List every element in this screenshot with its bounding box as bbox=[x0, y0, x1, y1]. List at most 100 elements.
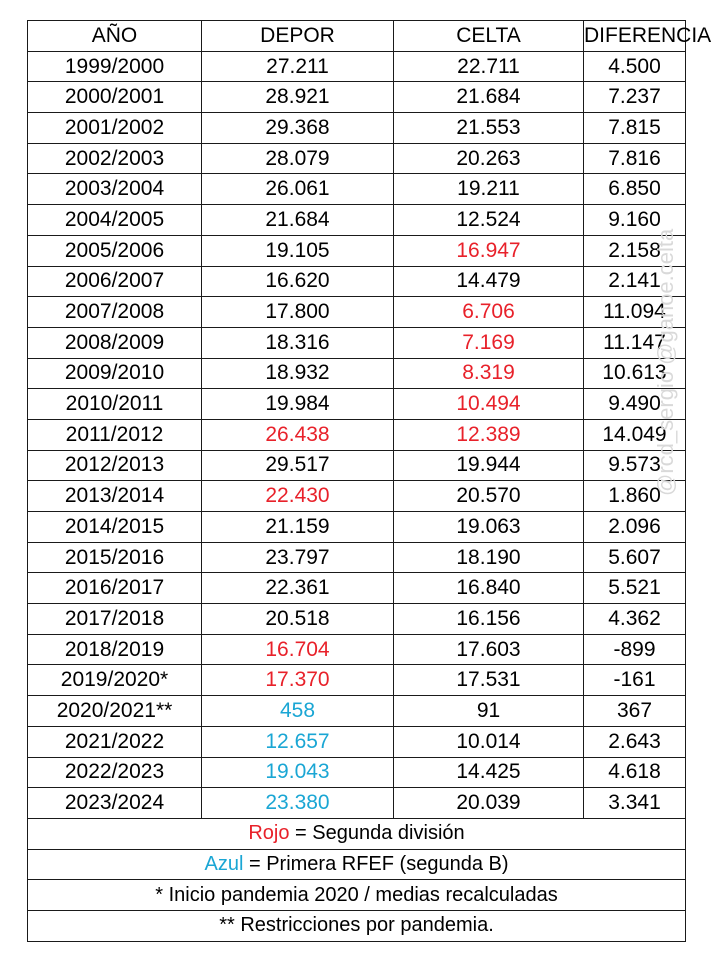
celta-cell: 22.711 bbox=[393, 50, 584, 83]
table-row: 2012/2013 29.517 19.944 9.573 bbox=[27, 449, 686, 482]
table-row: 2017/2018 20.518 16.156 4.362 bbox=[27, 603, 686, 635]
header-year: AÑO bbox=[27, 20, 202, 52]
note-pandemic-row: * Inicio pandemia 2020 / medias recalcul… bbox=[27, 879, 686, 911]
year-cell: 2002/2003 bbox=[27, 142, 202, 175]
table-row: 2010/2011 19.984 10.494 9.490 bbox=[27, 388, 686, 420]
diferencia-cell: 1.860 bbox=[583, 480, 686, 512]
year-cell: 2015/2016 bbox=[27, 541, 202, 574]
celta-cell: 16.156 bbox=[393, 603, 584, 635]
header-row: AÑO DEPOR CELTA DIFERENCIA bbox=[27, 20, 711, 52]
depor-cell: 22.361 bbox=[201, 572, 394, 605]
diferencia-cell: 2.141 bbox=[583, 265, 686, 298]
depor-cell: 17.800 bbox=[201, 296, 394, 328]
diferencia-cell: 4.618 bbox=[583, 756, 686, 789]
table-row: 2021/2022 12.657 10.014 2.643 bbox=[27, 725, 686, 758]
depor-cell: 12.657 bbox=[201, 725, 394, 758]
celta-cell: 16.840 bbox=[393, 572, 584, 605]
diferencia-cell: 367 bbox=[583, 695, 686, 727]
depor-cell: 28.921 bbox=[201, 81, 394, 114]
year-cell: 2009/2010 bbox=[27, 357, 202, 390]
depor-cell: 458 bbox=[201, 695, 394, 727]
table-row: 2006/2007 16.620 14.479 2.141 bbox=[27, 265, 686, 298]
depor-cell: 26.438 bbox=[201, 418, 394, 451]
diferencia-cell: 9.573 bbox=[583, 449, 686, 482]
table-row: 2013/2014 22.430 20.570 1.860 bbox=[27, 480, 686, 512]
legend-red: Rojo = Segunda división bbox=[27, 817, 686, 850]
year-cell: 2011/2012 bbox=[27, 418, 202, 451]
celta-cell: 7.169 bbox=[393, 326, 584, 359]
note-pandemic: * Inicio pandemia 2020 / medias recalcul… bbox=[27, 879, 686, 911]
depor-cell: 22.430 bbox=[201, 480, 394, 512]
table-row: 2000/2001 28.921 21.684 7.237 bbox=[27, 81, 686, 114]
celta-cell: 14.479 bbox=[393, 265, 584, 298]
depor-cell: 16.704 bbox=[201, 633, 394, 666]
watermark-text: @rcd_sergio @ganoe.celta bbox=[653, 228, 678, 496]
diferencia-cell: 7.816 bbox=[583, 142, 686, 175]
celta-cell: 10.014 bbox=[393, 725, 584, 758]
year-cell: 2019/2020* bbox=[27, 664, 202, 697]
table-row: 2009/2010 18.932 8.319 10.613 bbox=[27, 357, 686, 390]
diferencia-cell: 7.237 bbox=[583, 81, 686, 114]
depor-cell: 21.159 bbox=[201, 511, 394, 543]
legend-blue: Azul = Primera RFEF (segunda B) bbox=[27, 848, 686, 881]
watermark: @rcd_sergio @ganoe.celta bbox=[653, 228, 678, 496]
depor-cell: 20.518 bbox=[201, 603, 394, 635]
table-row: 2003/2004 26.061 19.211 6.850 bbox=[27, 173, 686, 206]
diferencia-cell: 4.500 bbox=[583, 50, 686, 83]
year-cell: 2016/2017 bbox=[27, 572, 202, 605]
celta-cell: 18.190 bbox=[393, 541, 584, 574]
celta-cell: 8.319 bbox=[393, 357, 584, 390]
table-row: 2004/2005 21.684 12.524 9.160 bbox=[27, 204, 686, 236]
table-row: 2002/2003 28.079 20.263 7.816 bbox=[27, 142, 686, 175]
celta-cell: 6.706 bbox=[393, 296, 584, 328]
table-row: 2001/2002 29.368 21.553 7.815 bbox=[27, 112, 686, 144]
celta-cell: 21.553 bbox=[393, 112, 584, 144]
year-cell: 2006/2007 bbox=[27, 265, 202, 298]
depor-cell: 19.105 bbox=[201, 234, 394, 267]
celta-cell: 12.389 bbox=[393, 418, 584, 451]
depor-cell: 16.620 bbox=[201, 265, 394, 298]
year-cell: 2013/2014 bbox=[27, 480, 202, 512]
year-cell: 2012/2013 bbox=[27, 449, 202, 482]
diferencia-cell: 2.158 bbox=[583, 234, 686, 267]
depor-cell: 19.043 bbox=[201, 756, 394, 789]
diferencia-cell: 4.362 bbox=[583, 603, 686, 635]
legend-blue-word: Azul bbox=[204, 852, 244, 875]
table-row: 2011/2012 26.438 12.389 14.049 bbox=[27, 418, 686, 451]
legend-red-row: Rojo = Segunda división bbox=[27, 817, 686, 850]
year-cell: 2003/2004 bbox=[27, 173, 202, 206]
depor-cell: 23.380 bbox=[201, 787, 394, 819]
table-row: 2020/2021** 458 91 367 bbox=[27, 695, 686, 727]
year-cell: 2000/2001 bbox=[27, 81, 202, 114]
depor-cell: 18.316 bbox=[201, 326, 394, 359]
diferencia-cell: 6.850 bbox=[583, 173, 686, 206]
header-celta: CELTA bbox=[393, 20, 584, 52]
diferencia-cell: 7.815 bbox=[583, 112, 686, 144]
depor-cell: 28.079 bbox=[201, 142, 394, 175]
depor-cell: 29.517 bbox=[201, 449, 394, 482]
diferencia-cell: 2.643 bbox=[583, 725, 686, 758]
year-cell: 2010/2011 bbox=[27, 388, 202, 420]
year-cell: 2022/2023 bbox=[27, 756, 202, 789]
depor-cell: 19.984 bbox=[201, 388, 394, 420]
diferencia-cell: 10.613 bbox=[583, 357, 686, 390]
year-cell: 2014/2015 bbox=[27, 511, 202, 543]
legend-red-word: Rojo bbox=[248, 822, 290, 845]
table-row: 2016/2017 22.361 16.840 5.521 bbox=[27, 572, 686, 605]
year-cell: 2021/2022 bbox=[27, 725, 202, 758]
celta-cell: 20.039 bbox=[393, 787, 584, 819]
year-cell: 2008/2009 bbox=[27, 326, 202, 359]
year-cell: 2018/2019 bbox=[27, 633, 202, 666]
diferencia-cell: 3.341 bbox=[583, 787, 686, 819]
year-cell: 2023/2024 bbox=[27, 787, 202, 819]
diferencia-cell: 2.096 bbox=[583, 511, 686, 543]
note-restrictions-row: ** Restricciones por pandemia. bbox=[27, 909, 686, 942]
table-row: 2014/2015 21.159 19.063 2.096 bbox=[27, 511, 686, 543]
diferencia-cell: 9.490 bbox=[583, 388, 686, 420]
year-cell: 2007/2008 bbox=[27, 296, 202, 328]
celta-cell: 10.494 bbox=[393, 388, 584, 420]
depor-cell: 27.211 bbox=[201, 50, 394, 83]
year-cell: 1999/2000 bbox=[27, 50, 202, 83]
header-diferencia: DIFERENCIA bbox=[583, 20, 711, 52]
celta-cell: 12.524 bbox=[393, 204, 584, 236]
